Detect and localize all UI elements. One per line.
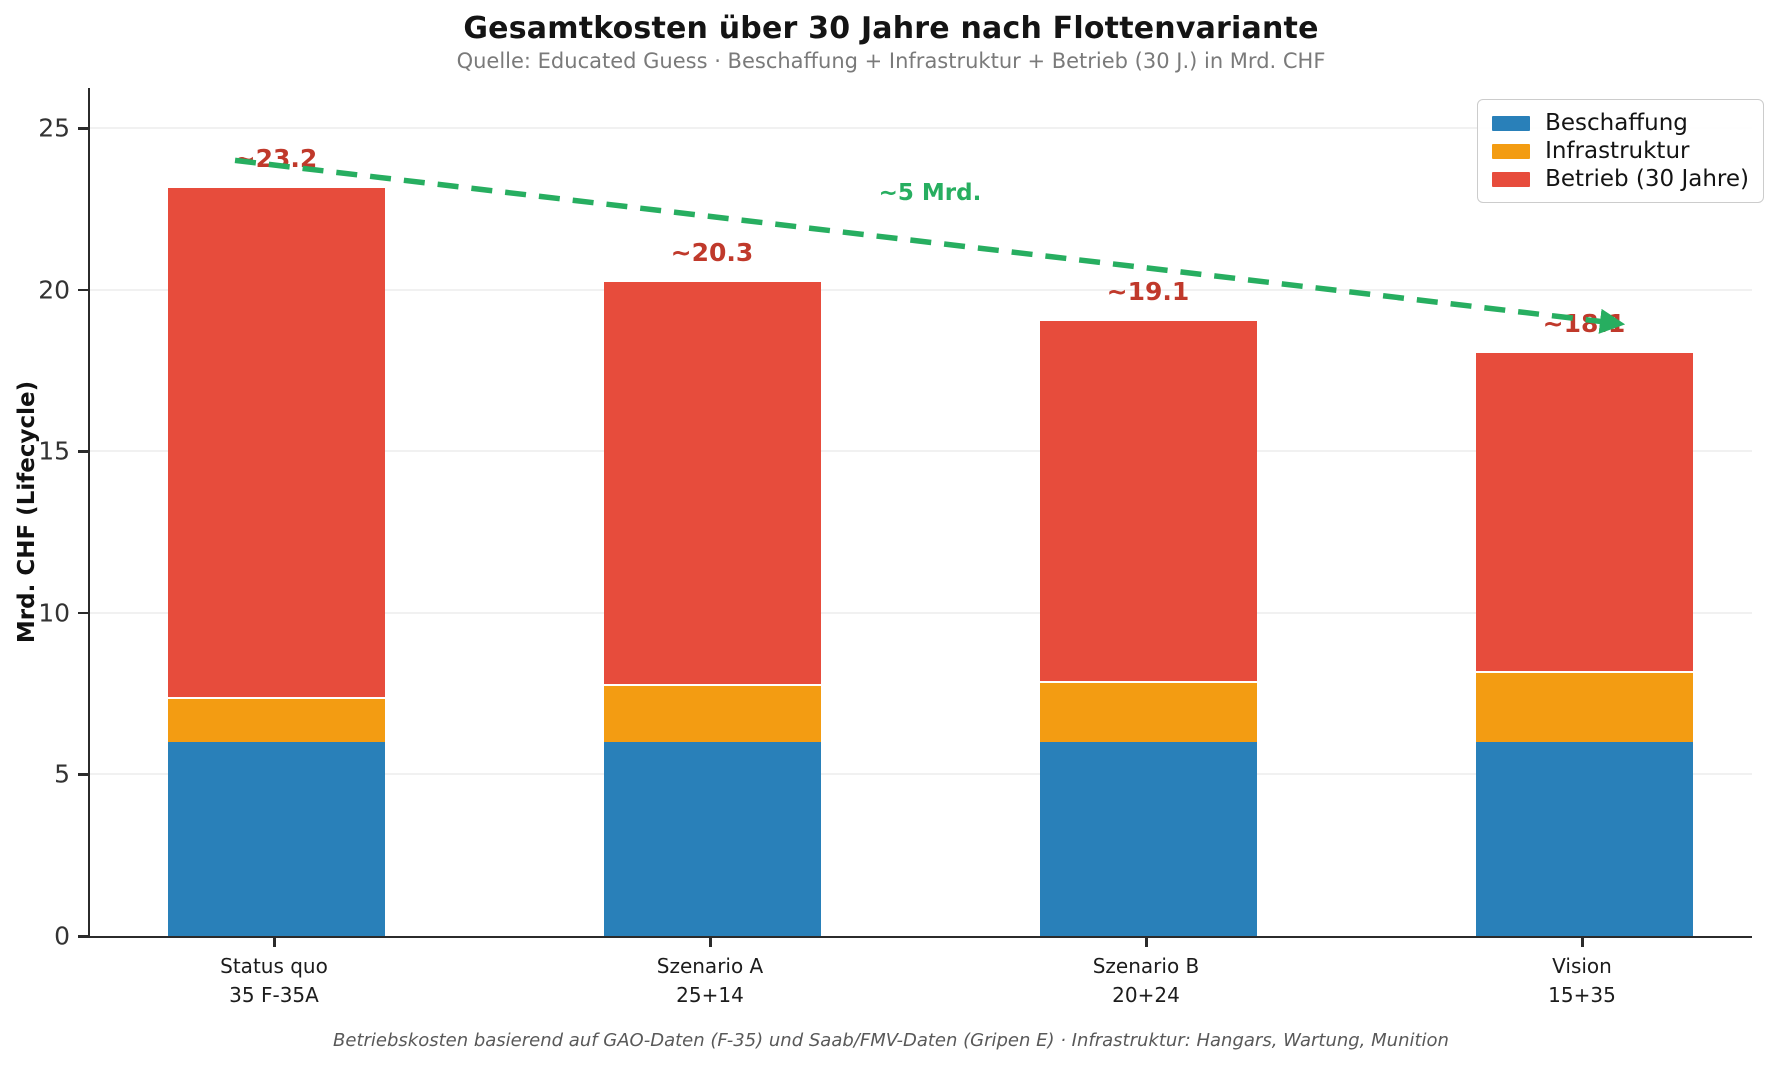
trend-annotation: ~5 Mrd.: [878, 179, 982, 206]
y-tick-label-5: 5: [54, 759, 70, 789]
x-tick-mark-3: [1145, 938, 1148, 947]
footnote: Betriebskosten basierend auf GAO-Daten (…: [333, 1030, 1449, 1051]
x-category-label-3: Szenario B 20+24: [1093, 952, 1200, 1010]
bar-4-segment-betrieb: [1475, 351, 1693, 671]
bar-4-segment-infrastruktur: [1475, 671, 1693, 743]
legend: Beschaffung Infrastruktur Betrieb (30 Jahr…: [1477, 99, 1764, 203]
y-tick-mark-0: [78, 935, 88, 938]
plot-area: ~23.2 ~20.3 ~19.1 ~18.1 ~5 Mrd.: [88, 88, 1752, 938]
gridline-25: [90, 127, 1752, 130]
legend-swatch-3: [1492, 171, 1531, 187]
bar-2-segment-beschaffung: [603, 742, 821, 936]
y-tick-label-25: 25: [38, 113, 70, 143]
x-category-label-1: Status quo 35 F-35A: [220, 952, 328, 1010]
y-tick-mark-10: [78, 611, 88, 615]
x-category-line1: Szenario B: [1092, 954, 1200, 978]
legend-label-2: Infrastruktur: [1545, 138, 1690, 164]
x-category-label-2: Szenario A 25+14: [657, 952, 763, 1010]
bar-1-segment-infrastruktur: [167, 696, 385, 743]
bar-3-segment-infrastruktur: [1039, 680, 1257, 743]
x-category-line2: 25+14: [676, 983, 744, 1007]
legend-row-1: Beschaffung: [1492, 109, 1749, 137]
y-tick-label-0: 0: [54, 921, 70, 951]
chart-subtitle: Quelle: Educated Guess · Beschaffung + I…: [456, 49, 1326, 73]
bar-2-segment-betrieb: [603, 279, 821, 684]
x-category-line2: 35 F-35A: [229, 983, 319, 1007]
bar-total-label-2: ~20.3: [670, 237, 754, 267]
gridline-15: [90, 450, 1752, 453]
bar-2-segment-infrastruktur: [603, 683, 821, 743]
legend-swatch-1: [1492, 115, 1531, 131]
y-tick-label-10: 10: [38, 598, 70, 628]
x-tick-mark-1: [273, 938, 276, 947]
y-tick-mark-20: [78, 288, 88, 292]
gridline-5: [90, 773, 1752, 776]
bar-total-label-3: ~19.1: [1106, 276, 1190, 306]
y-tick-mark-25: [78, 127, 88, 130]
x-category-line1: Vision: [1552, 954, 1612, 978]
y-tick-mark-5: [78, 773, 88, 776]
y-tick-mark-15: [78, 450, 88, 453]
bar-total-label-4: ~18.1: [1542, 309, 1626, 339]
bar-4-segment-beschaffung: [1475, 742, 1693, 936]
bar-total-label-1: ~23.2: [234, 144, 318, 174]
x-category-line2: 20+24: [1112, 983, 1180, 1007]
legend-row-2: Infrastruktur: [1492, 137, 1749, 165]
y-tick-label-20: 20: [38, 275, 70, 305]
x-category-line1: Status quo: [220, 954, 328, 978]
legend-swatch-2: [1492, 143, 1531, 159]
x-tick-mark-2: [709, 938, 712, 947]
legend-row-3: Betrieb (30 Jahre): [1492, 165, 1749, 193]
bar-1-segment-beschaffung: [167, 742, 385, 936]
legend-label-3: Betrieb (30 Jahre): [1545, 166, 1749, 192]
x-category-line2: 15+35: [1548, 983, 1616, 1007]
gridline-10: [90, 611, 1752, 614]
bar-1-segment-betrieb: [167, 186, 385, 697]
y-tick-label-15: 15: [38, 436, 70, 466]
bar-3-segment-beschaffung: [1039, 742, 1257, 936]
x-category-line1: Szenario A: [656, 954, 764, 978]
chart-title: Gesamtkosten über 30 Jahre nach Flottenv…: [463, 11, 1319, 46]
legend-label-1: Beschaffung: [1545, 110, 1688, 136]
x-category-label-4: Vision 15+35: [1548, 952, 1616, 1010]
bar-3-segment-betrieb: [1039, 318, 1257, 681]
x-tick-mark-4: [1581, 938, 1584, 947]
